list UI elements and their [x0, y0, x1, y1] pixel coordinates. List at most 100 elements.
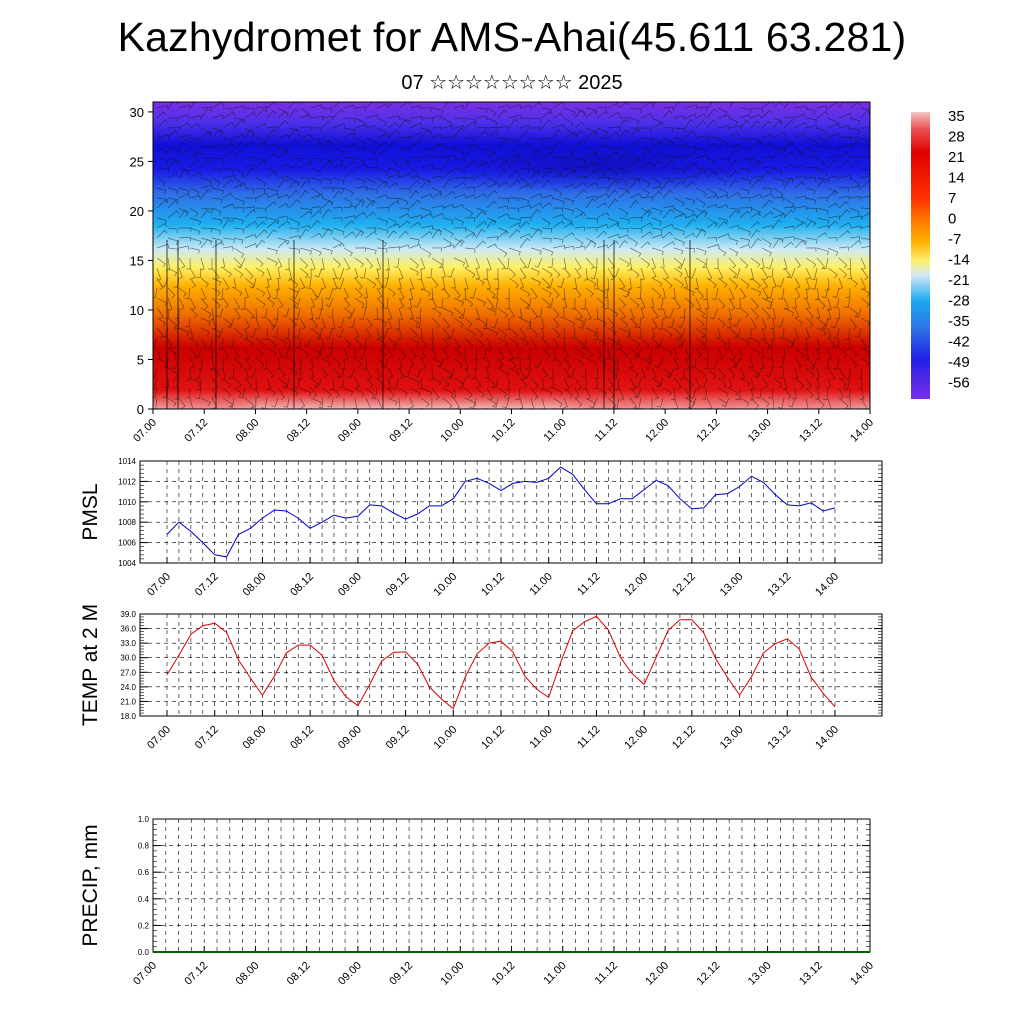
y-tick-label: 21.0: [120, 697, 136, 706]
y-tick-label: 18.0: [120, 712, 136, 721]
heatmap-x-tick-label: 11.00: [541, 417, 568, 444]
heatmap-x-tick-label: 10.12: [490, 417, 518, 445]
colorbar-label: -35: [948, 313, 970, 330]
x-tick-label: 11.12: [575, 571, 602, 598]
heatmap-x-tick-label: 07.00: [131, 417, 159, 445]
heatmap-x-tick-label: 13.00: [746, 417, 774, 445]
y-tick-label: 1008: [118, 518, 136, 527]
x-tick-label: 09.00: [336, 724, 364, 752]
panel-frame: [139, 613, 883, 717]
colorbar-label: -42: [948, 334, 970, 351]
x-tick-label: 12.12: [670, 571, 698, 599]
x-tick-label: 07.12: [182, 960, 210, 988]
x-tick-label: 09.12: [387, 960, 415, 988]
colorbar-label: 21: [948, 149, 965, 166]
colorbar-label: 0: [948, 211, 956, 228]
y-tick-label: 1010: [118, 498, 136, 507]
colorbar-label: -21: [948, 272, 970, 289]
colorbar-label: -7: [948, 231, 961, 248]
colorbar-label: 14: [948, 170, 965, 187]
y-tick-label: 39.0: [120, 610, 136, 619]
heatmap-y-tick-label: 30: [130, 105, 144, 120]
colorbar-label: -56: [948, 375, 970, 392]
panel-frame: [139, 460, 883, 564]
y-tick-label: 0.4: [138, 895, 150, 904]
x-tick-label: 11.12: [593, 960, 620, 987]
x-tick-label: 10.00: [431, 571, 459, 599]
x-tick-label: 08.12: [285, 960, 313, 988]
x-tick-label: 13.12: [797, 960, 825, 988]
heatmap-y-tick-label: 25: [130, 154, 144, 169]
y-axis-label: TEMP at 2 M: [79, 604, 102, 726]
x-tick-label: 07.12: [193, 571, 221, 599]
warm-pulse-2: [661, 314, 772, 409]
x-tick-label: 09.00: [336, 960, 364, 988]
x-tick-label: 09.12: [384, 724, 412, 752]
wind-barbs: [153, 102, 870, 409]
colorbar-labels: 35 28 21 14 7 0 -7 -14 -21 -28 -35 -42 -49 -56: [948, 108, 970, 392]
heatmap-x-tick-label: 12.00: [643, 417, 671, 445]
y-tick-label: 27.0: [120, 668, 136, 677]
x-tick-label: 11.12: [575, 724, 602, 751]
x-tick-label: 07.00: [145, 724, 173, 752]
x-tick-label: 10.12: [479, 571, 507, 599]
heatmap-x-tick-label: 09.12: [387, 417, 415, 445]
y-tick-label: 33.0: [120, 639, 136, 648]
x-tick-label: 09.12: [384, 571, 412, 599]
data-line: [166, 466, 836, 558]
heatmap-y-tick-label: 20: [130, 204, 144, 219]
x-tick-label: 07.00: [145, 571, 173, 599]
precip-panel: 0.0 0.2 0.4 0.6 0.8 1.0 07.00 07.12 08.00 08.12 09…: [79, 815, 876, 988]
x-tick-label: 14.00: [813, 571, 841, 599]
x-tick-label: 11.00: [527, 724, 554, 751]
heatmap-x-tick-label: 08.00: [234, 417, 262, 445]
heatmap-overlay: [153, 102, 870, 409]
y-tick-label: 1014: [118, 457, 136, 466]
x-tick-label: 09.00: [336, 571, 364, 599]
heatmap-x-tick-label: 12.12: [695, 417, 723, 445]
x-tick-label: 12.12: [695, 960, 723, 988]
x-tick-label: 10.12: [490, 960, 518, 988]
colorbar-label: -14: [948, 252, 970, 269]
heatmap-y-tick-label: 5: [137, 352, 144, 367]
warm-pulse-0: [153, 314, 260, 409]
heatmap-x-tick-label: 14.00: [848, 417, 876, 445]
x-tick-label: 14.00: [848, 960, 876, 988]
y-tick-label: 0.0: [138, 948, 150, 957]
x-tick-label: 08.12: [288, 724, 316, 752]
heatmap-x-tick-label: 09.00: [336, 417, 364, 445]
pmsl-panel: 1004 1006 1008 1010 1012 1014 07.00 07.12 08.00 0…: [79, 457, 883, 599]
x-tick-label: 11.00: [541, 960, 568, 987]
colorbar-label: -28: [948, 293, 970, 310]
page-title: Kazhydromet for AMS-Ahai(45.611 63.281): [117, 14, 907, 60]
x-tick-label: 08.00: [234, 960, 262, 988]
x-tick-label: 14.00: [813, 724, 841, 752]
y-tick-label: 0.6: [138, 868, 150, 877]
x-tick-label: 12.00: [643, 960, 671, 988]
heatmap-x-tick-label: 13.12: [797, 417, 825, 445]
x-tick-label: 10.00: [438, 960, 466, 988]
heatmap-x-tick-label: 10.00: [438, 417, 466, 445]
cold-core: [420, 137, 780, 193]
x-tick-label: 07.12: [193, 724, 221, 752]
colorbar-label: 28: [948, 129, 965, 146]
colorbar: 35 28 21 14 7 0 -7 -14 -21 -28 -35 -42 -49 -56: [911, 108, 970, 399]
heatmap-y-tick-label: 0: [137, 402, 144, 417]
colorbar-label: 35: [948, 108, 965, 125]
x-tick-label: 08.12: [288, 571, 316, 599]
heatmap-y-axis: 0 5 10 15 20 25 30: [130, 105, 153, 417]
y-axis-label: PMSL: [79, 483, 102, 540]
heatmap-x-axis: 07.00 07.12 08.00 08.12 09.00 09.12 10.00 10.12…: [131, 409, 876, 445]
x-tick-label: 12.00: [622, 724, 650, 752]
y-tick-label: 0.2: [138, 921, 150, 930]
colorbar-label: -49: [948, 354, 970, 371]
heatmap-y-tick-label: 10: [130, 303, 144, 318]
y-tick-label: 24.0: [120, 683, 136, 692]
temperature-heatmap-panel: 0 5 10 15 20 25 30 07.00 07.12 08.00 08.12 09.00 09…: [130, 101, 876, 445]
warm-pulse-3: [763, 314, 870, 409]
heatmap-x-tick-label: 08.12: [285, 417, 313, 445]
y-tick-label: 1004: [118, 559, 136, 568]
y-tick-label: 1.0: [138, 815, 150, 824]
x-tick-label: 11.00: [527, 571, 554, 598]
